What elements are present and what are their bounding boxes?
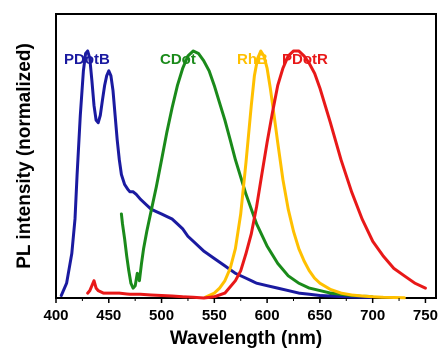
spectra-curves <box>59 49 427 300</box>
x-axis-title: Wavelength (nm) <box>170 328 322 349</box>
x-tick-label: 450 <box>96 307 121 324</box>
x-tick-label: 550 <box>202 307 227 324</box>
x-tick-label: 400 <box>43 307 68 324</box>
series-label-rhb: RhB <box>237 51 268 68</box>
x-tick-label: 650 <box>307 307 332 324</box>
series-line-cdot <box>119 49 375 299</box>
series-line-pdotr <box>86 49 427 300</box>
series-label-cdot: CDot <box>160 51 196 68</box>
x-tick-label: 700 <box>360 307 385 324</box>
series-label-pdotr: PDotR <box>282 51 328 68</box>
x-tick-label: 750 <box>413 307 438 324</box>
series-labels: PDotB CDot RhB PDotR <box>64 51 328 68</box>
x-axis-ticks: 400 450 500 550 600 650 700 750 <box>43 298 438 324</box>
x-tick-label: 600 <box>255 307 280 324</box>
series-label-pdotb: PDotB <box>64 51 110 68</box>
plot-frame <box>55 13 437 299</box>
series-line-rhb <box>202 49 406 300</box>
x-tick-label: 500 <box>149 307 174 324</box>
plot-area <box>55 13 437 299</box>
y-axis-title: PL intensity (normalized) <box>14 43 35 269</box>
series-line-pdotb <box>59 49 375 299</box>
